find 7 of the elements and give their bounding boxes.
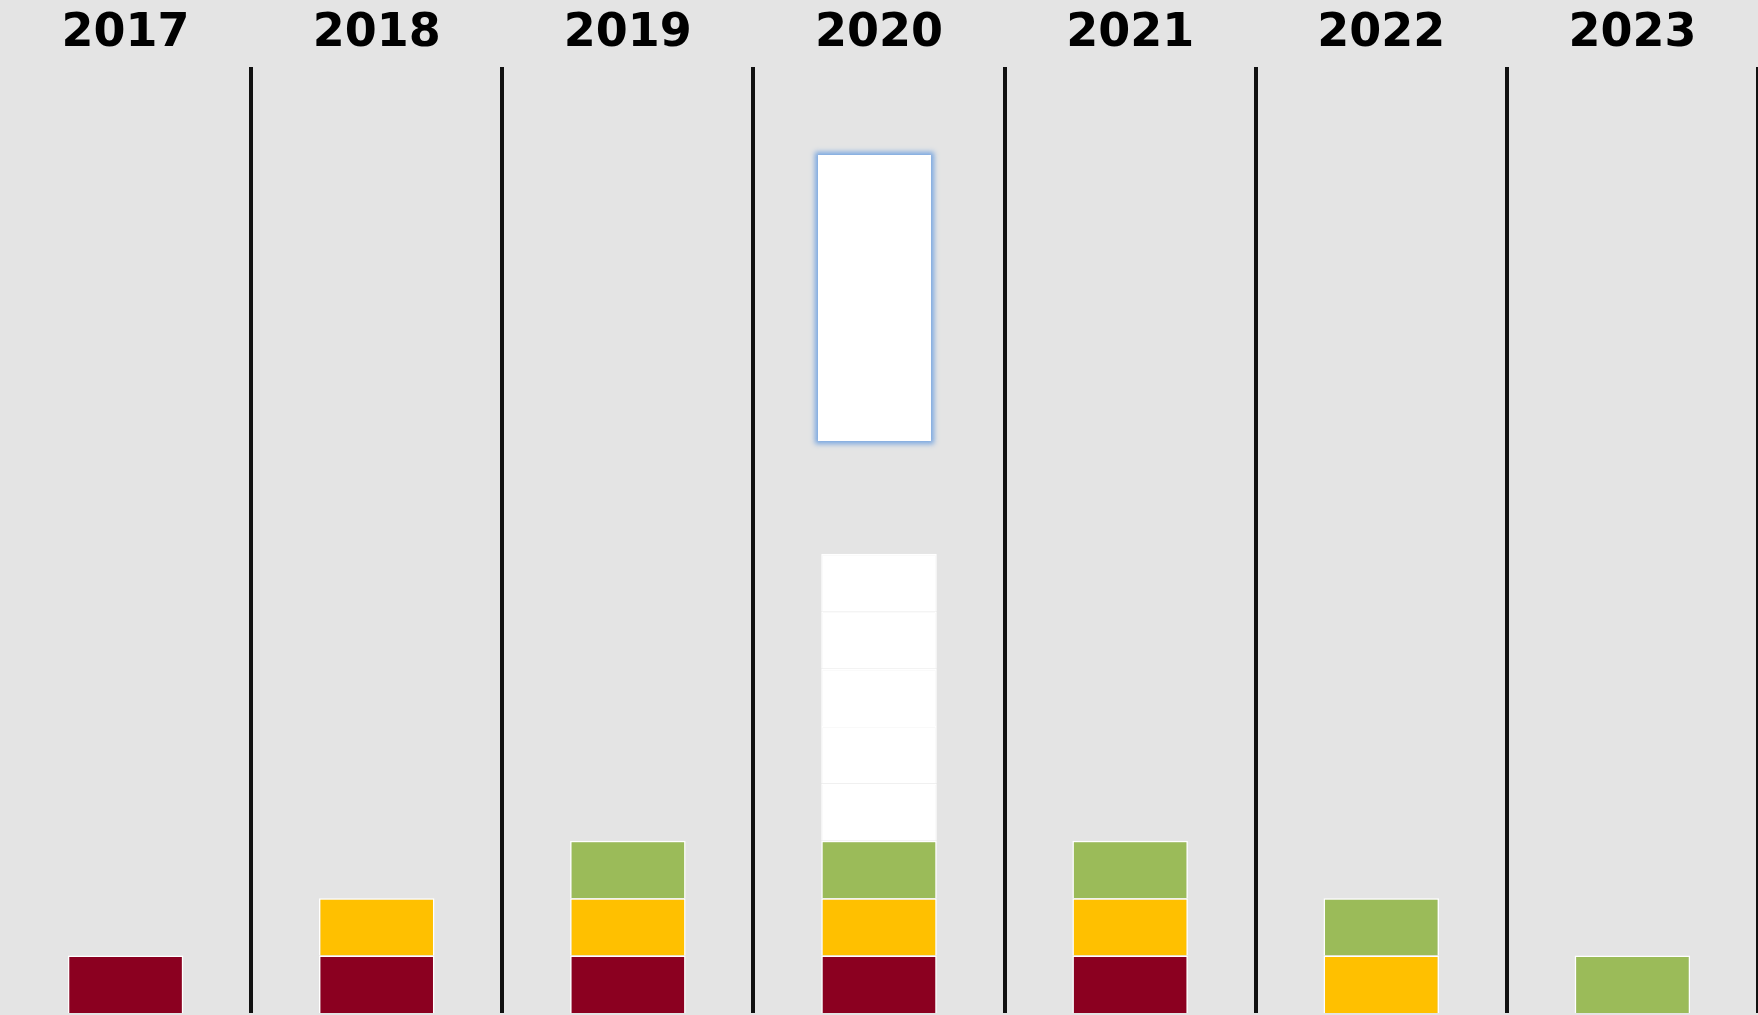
x-tick-label: 2021 [1066,2,1195,57]
x-tick-label: 2022 [1317,2,1446,57]
x-tick-label: 2019 [563,2,692,57]
x-tick-label: 2023 [1568,2,1697,57]
x-tick-label: 2020 [814,2,944,57]
x-tick-label: 2017 [61,2,190,57]
x-tick-label: 2018 [312,2,441,57]
